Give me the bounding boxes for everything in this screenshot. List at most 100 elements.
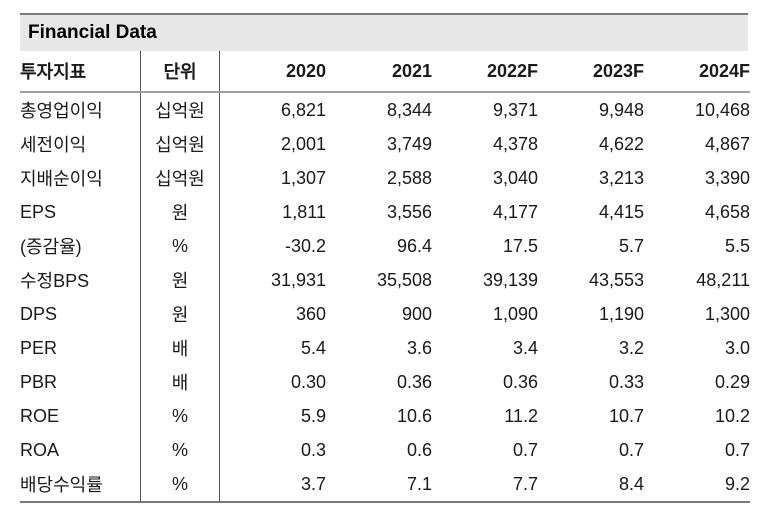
value-cell: 0.29: [714, 371, 750, 392]
value-cell: 1,811: [282, 201, 326, 222]
table-body: 총영업이익 십억원 6,821 8,344 9,371 9,948 10,468 세전이익 십억…: [20, 92, 750, 502]
value-cell: 8,344: [386, 99, 432, 120]
value-cell: 3.2: [618, 337, 644, 358]
value-cell: 3,390: [704, 167, 750, 188]
metric-label-cell: 배당수익률: [20, 467, 141, 502]
value-cell: 0.3: [300, 439, 326, 460]
value-cell: 0.7: [724, 439, 750, 460]
value-cell: 11.2: [504, 405, 538, 426]
value-cell: 2,588: [386, 167, 432, 188]
value-cell: 1,307: [280, 167, 326, 188]
value-cell: 9,948: [598, 99, 644, 120]
metric-label-cell: ROA: [20, 433, 141, 467]
value-cell: 900: [401, 303, 432, 324]
unit-cell: %: [140, 399, 220, 433]
value-cell: 43,553: [588, 269, 644, 290]
financial-data-table: Financial Data 투자지표 단위 2020 2021 2022F 2…: [20, 13, 750, 503]
value-cell: 7.7: [512, 473, 538, 494]
value-cell: 3,556: [386, 201, 432, 222]
column-header-2021: 2021: [326, 51, 432, 93]
value-cell: 0.7: [512, 439, 538, 460]
value-cell: 3.4: [512, 337, 538, 358]
table-row: EPS 원 1,811 3,556 4,177 4,415 4,658: [20, 195, 750, 229]
value-cell: 17.5: [502, 235, 538, 256]
metric-label-cell: 지배순이익: [20, 161, 141, 195]
table-row: 총영업이익 십억원 6,821 8,344 9,371 9,948 10,468: [20, 92, 750, 127]
value-cell: 10.6: [396, 405, 432, 426]
column-header-2022f: 2022F: [432, 51, 538, 93]
table-row: 수정BPS 원 31,931 35,508 39,139 43,553 48,211: [20, 263, 750, 297]
value-cell: 1,090: [492, 303, 538, 324]
table-row: PBR 배 0.30 0.36 0.36 0.33 0.29: [20, 365, 750, 399]
value-cell: 4,415: [598, 201, 644, 222]
metric-label-cell: EPS: [20, 195, 141, 229]
value-cell: 1,190: [598, 303, 644, 324]
value-cell: 5.9: [300, 405, 326, 426]
table-row: 배당수익률% 3.7 7.1 7.7 8.4 9.2: [20, 467, 750, 502]
value-cell: 8.4: [618, 473, 644, 494]
value-cell: 31,931: [270, 269, 326, 290]
value-cell: 4,177: [492, 201, 538, 222]
value-cell: 6,821: [280, 99, 326, 120]
metric-label-cell: 총영업이익: [20, 92, 141, 127]
value-cell: 0.7: [618, 439, 644, 460]
value-cell: 10.7: [608, 405, 644, 426]
value-cell: 4,867: [704, 133, 750, 154]
value-cell: 0.33: [608, 371, 644, 392]
column-header-2023f: 2023F: [538, 51, 644, 93]
value-cell: 9,371: [492, 99, 538, 120]
metric-label-cell: PER: [20, 331, 141, 365]
table-header: 투자지표 단위 2020 2021 2022F 2023F 2024F: [20, 51, 750, 93]
metric-label-cell: ROE: [20, 399, 141, 433]
value-cell: 0.36: [502, 371, 538, 392]
header-row: 투자지표 단위 2020 2021 2022F 2023F 2024F: [20, 51, 750, 93]
value-cell: 48,211: [696, 269, 750, 290]
unit-cell: 십억원: [140, 127, 220, 161]
value-cell: -30.2: [284, 235, 326, 256]
value-cell: 10,468: [694, 99, 750, 120]
column-header-unit: 단위: [140, 51, 220, 93]
value-cell: 39,139: [482, 269, 538, 290]
value-cell: 3.6: [406, 337, 432, 358]
table-row: 세전이익 십억원 2,001 3,749 4,378 4,622 4,867: [20, 127, 750, 161]
table-row: 지배순이익 십억원 1,307 2,588 3,040 3,213 3,390: [20, 161, 750, 195]
unit-cell: 십억원: [140, 161, 220, 195]
metric-label-cell: PBR: [20, 365, 141, 399]
unit-cell: %: [140, 433, 220, 467]
value-cell: 3,213: [598, 167, 644, 188]
unit-cell: 원: [140, 195, 220, 229]
value-cell: 5.4: [300, 337, 326, 358]
value-cell: 10.2: [714, 405, 750, 426]
table-row: ROA% 0.3 0.6 0.7 0.7 0.7: [20, 433, 750, 467]
value-cell: 4,622: [598, 133, 644, 154]
column-header-2024f: 2024F: [644, 51, 750, 93]
value-cell: 3.7: [300, 473, 326, 494]
metric-label-cell: DPS: [20, 297, 141, 331]
value-cell: 360: [295, 303, 326, 324]
unit-cell: 원: [140, 263, 220, 297]
value-cell: 0.30: [290, 371, 326, 392]
value-cell: 9.2: [724, 473, 750, 494]
value-cell: 4,658: [704, 201, 750, 222]
value-cell: 35,508: [376, 269, 432, 290]
metric-label-cell: 세전이익: [20, 127, 141, 161]
value-cell: 7.1: [406, 473, 432, 494]
unit-cell: 배: [140, 365, 220, 399]
value-cell: 1,300: [704, 303, 750, 324]
table-row: (증감율)% -30.2 96.4 17.5 5.7 5.5: [20, 229, 750, 263]
value-cell: 3,040: [492, 167, 538, 188]
value-cell: 96.4: [396, 235, 432, 256]
table-title: Financial Data: [20, 13, 748, 51]
table-row: PER 배 5.4 3.6 3.4 3.2 3.0: [20, 331, 750, 365]
column-header-metric: 투자지표: [20, 51, 141, 93]
value-cell: 2,001: [280, 133, 326, 154]
value-cell: 5.5: [724, 235, 750, 256]
value-cell: 0.6: [406, 439, 432, 460]
unit-cell: 십억원: [140, 92, 220, 127]
value-cell: 5.7: [618, 235, 644, 256]
value-cell: 0.36: [396, 371, 432, 392]
unit-cell: %: [140, 467, 220, 502]
financial-table: 투자지표 단위 2020 2021 2022F 2023F 2024F 총영업이…: [20, 51, 750, 503]
unit-cell: 배: [140, 331, 220, 365]
value-cell: 4,378: [492, 133, 538, 154]
